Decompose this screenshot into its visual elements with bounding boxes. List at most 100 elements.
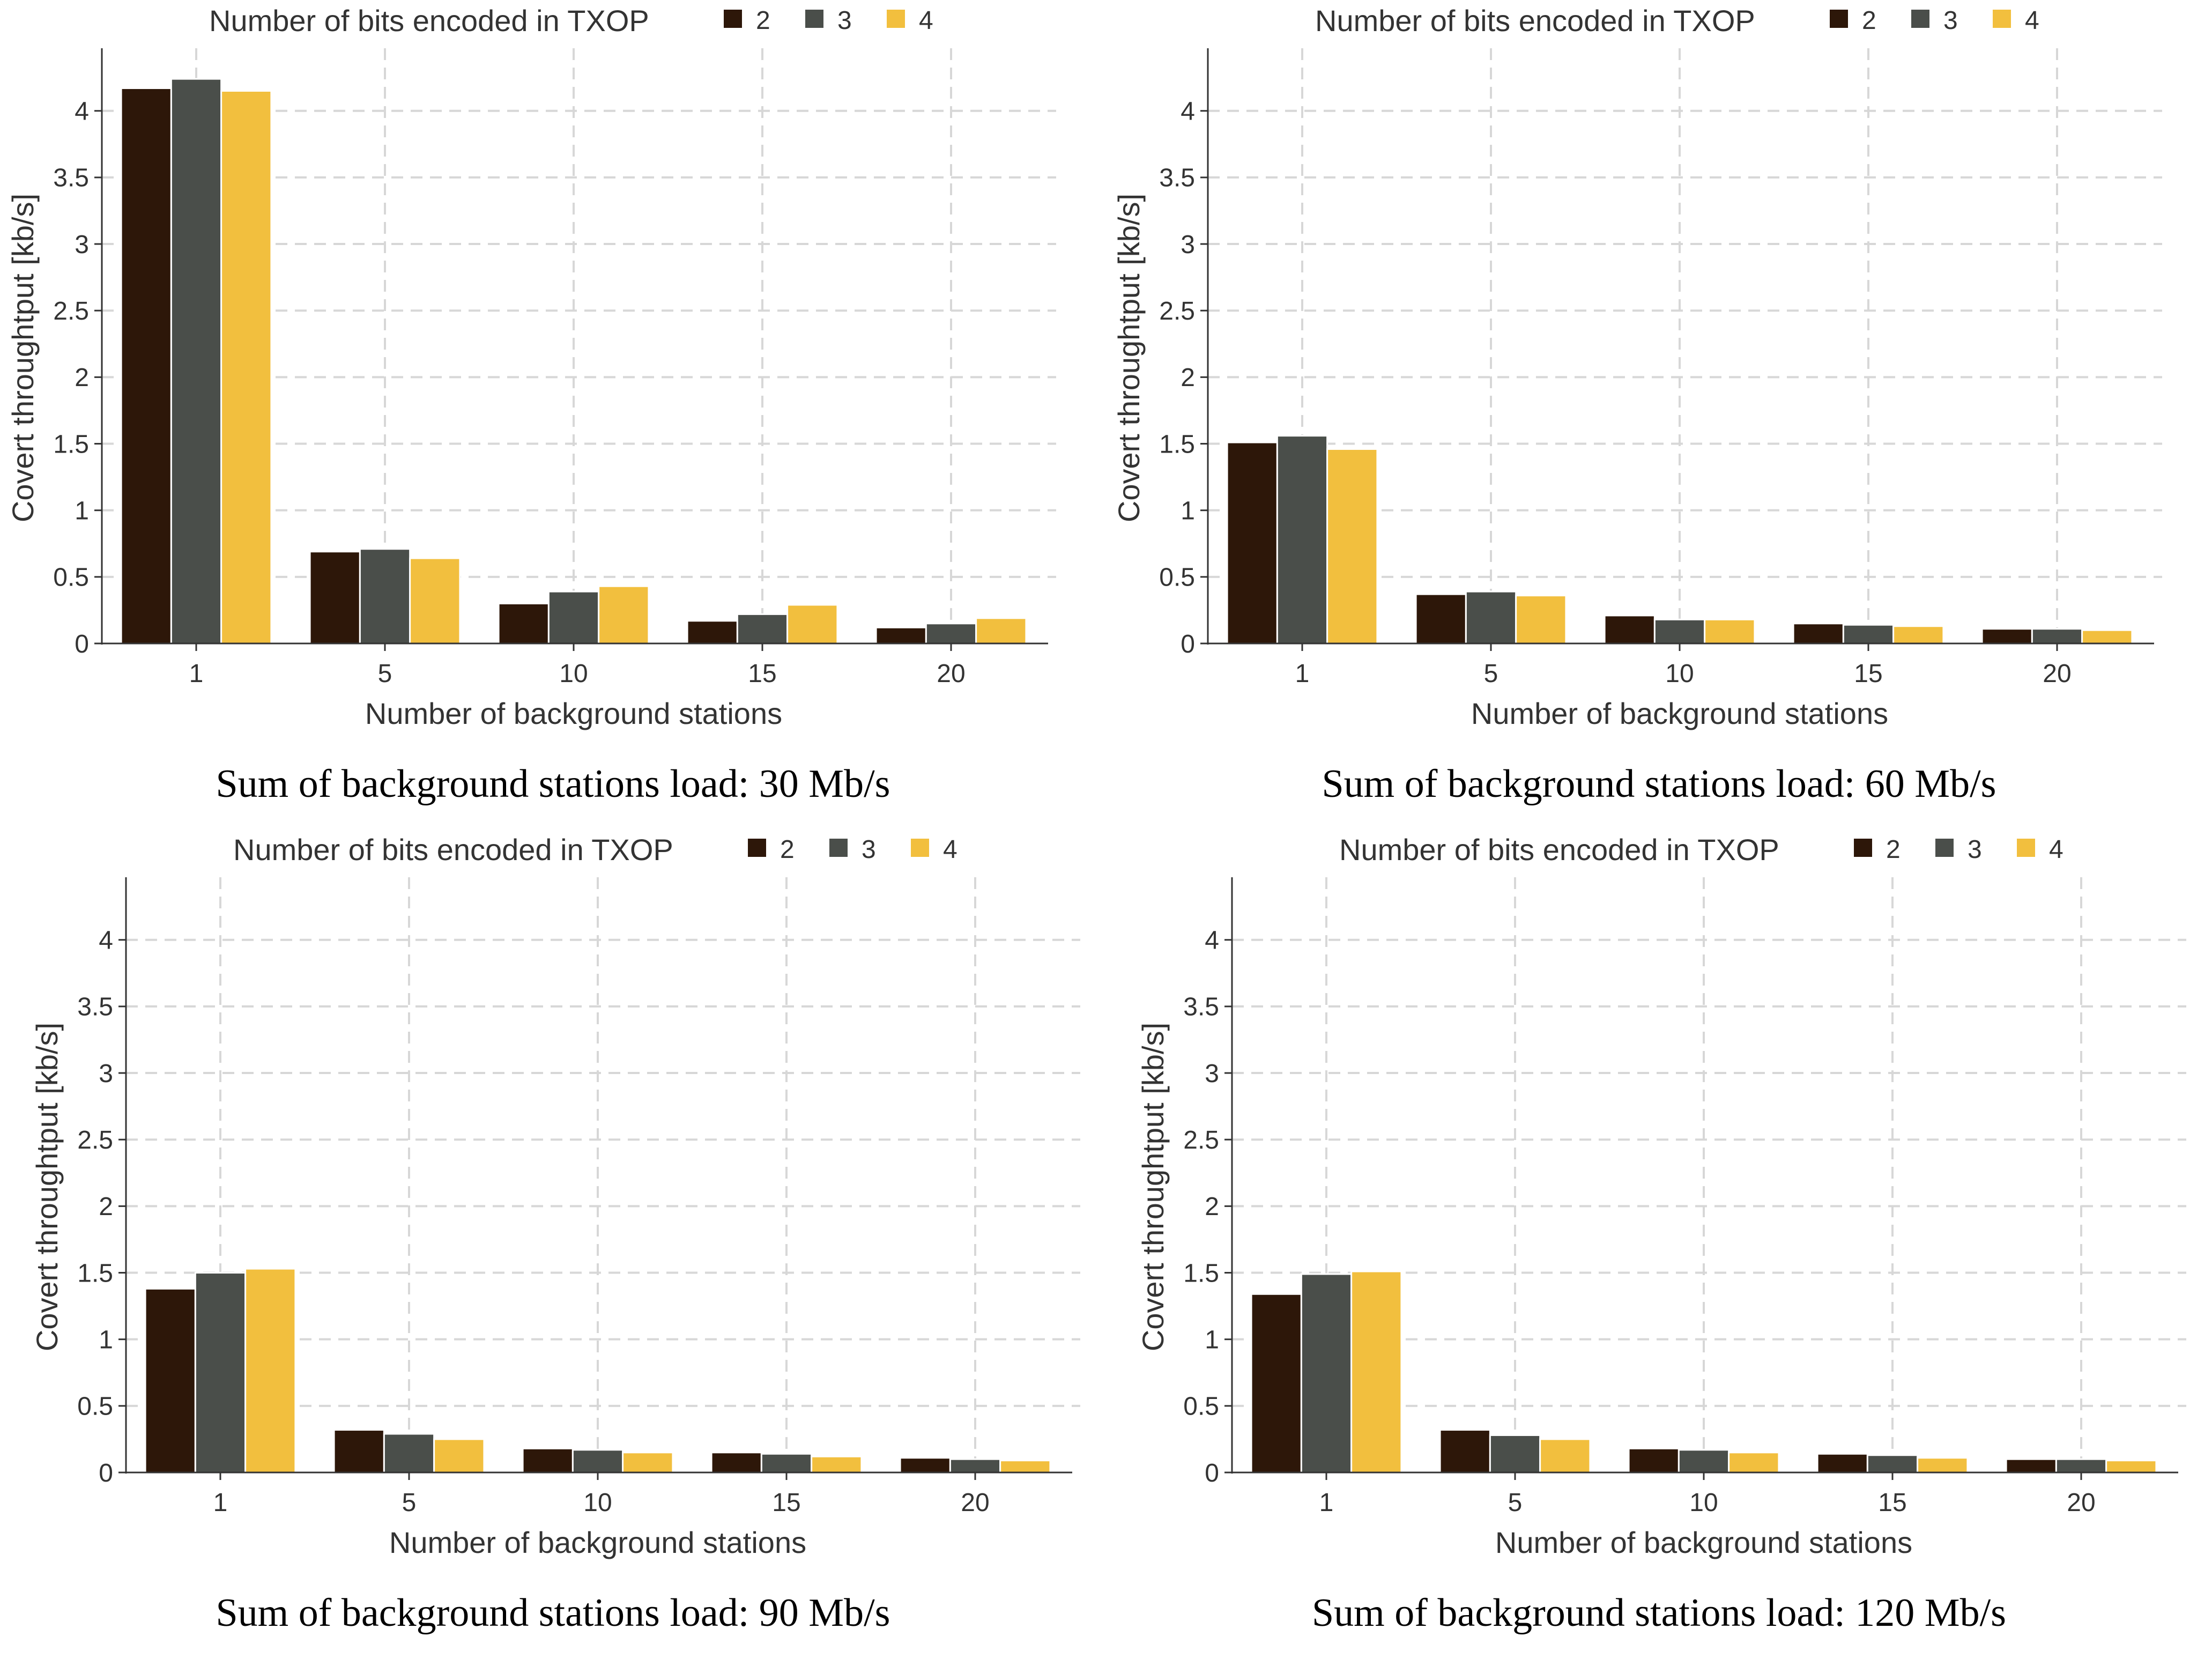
legend-swatch-3 bbox=[1911, 10, 1929, 28]
bar-series-3-cat-10 bbox=[1677, 1449, 1730, 1474]
legend-swatch-3 bbox=[1935, 839, 1954, 857]
legend-label-4: 4 bbox=[2049, 835, 2063, 864]
x-axis-label: Number of background stations bbox=[1471, 697, 1888, 730]
y-tick-label: 0 bbox=[75, 630, 89, 658]
bar-series-2-cat-1 bbox=[120, 87, 172, 645]
legend-swatch-2 bbox=[748, 839, 766, 857]
bar-series-4-cat-5 bbox=[1539, 1438, 1591, 1474]
legend-swatch-3 bbox=[805, 10, 823, 28]
bar-series-3-cat-5 bbox=[1465, 590, 1517, 645]
x-tick-label: 5 bbox=[1508, 1489, 1523, 1517]
bar-series-3-cat-15 bbox=[736, 613, 789, 645]
y-tick-label: 1.5 bbox=[1159, 430, 1195, 458]
y-tick-label: 1 bbox=[75, 497, 89, 525]
bar-series-3-cat-15 bbox=[1842, 624, 1895, 645]
x-tick-label: 5 bbox=[378, 660, 392, 688]
y-tick-label: 2.5 bbox=[1183, 1126, 1219, 1154]
chart-caption: Sum of background stations load: 30 Mb/s bbox=[216, 762, 890, 806]
bar-series-2-cat-20 bbox=[1981, 628, 2033, 645]
legend-label-3: 3 bbox=[1968, 835, 1982, 864]
bar-series-3-cat-20 bbox=[925, 623, 977, 645]
legend-swatch-2 bbox=[1830, 10, 1848, 28]
legend-swatch-4 bbox=[1993, 10, 2011, 28]
y-tick-label: 2 bbox=[1181, 364, 1195, 392]
bar-series-3-cat-20 bbox=[2055, 1458, 2107, 1474]
x-tick-label: 10 bbox=[1689, 1489, 1718, 1517]
y-tick-label: 3.5 bbox=[77, 993, 113, 1022]
bar-series-4-cat-1 bbox=[1350, 1270, 1402, 1474]
y-axis-label: Covert throughtput [kb/s] bbox=[6, 194, 40, 522]
y-tick-label: 1.5 bbox=[53, 430, 89, 458]
x-tick-label: 20 bbox=[937, 660, 965, 688]
y-tick-label: 3.5 bbox=[53, 164, 89, 193]
legend: Number of bits encoded in TXOP 2 3 4 bbox=[209, 4, 933, 38]
x-tick-label: 20 bbox=[2067, 1489, 2095, 1517]
chart-caption: Sum of background stations load: 90 Mb/s bbox=[216, 1591, 890, 1635]
bar-series-2-cat-5 bbox=[1439, 1429, 1491, 1474]
bar-series-4-cat-15 bbox=[811, 1455, 863, 1474]
bar-series-2-cat-1 bbox=[1250, 1293, 1302, 1474]
bar-series-4-cat-5 bbox=[433, 1438, 485, 1474]
chart-caption: Sum of background stations load: 120 Mb/… bbox=[1312, 1591, 2006, 1635]
chart-panel-120mbps: 0 0.5 1 1.5 2 2.5 3 3.5 4 1 5 10 15 20 Number of backg… bbox=[1106, 829, 2212, 1658]
bars bbox=[1226, 435, 2133, 645]
x-axis-label: Number of background stations bbox=[1495, 1526, 1912, 1559]
y-tick-label: 0.5 bbox=[53, 564, 89, 592]
y-tick-label: 0 bbox=[1205, 1459, 1219, 1487]
bar-series-3-cat-15 bbox=[1866, 1454, 1919, 1474]
x-tick-label: 1 bbox=[189, 660, 204, 688]
legend-title: Number of bits encoded in TXOP bbox=[209, 4, 649, 38]
chart-caption: Sum of background stations load: 60 Mb/s bbox=[1322, 762, 1996, 806]
y-axis-label: Covert throughtput [kb/s] bbox=[1112, 194, 1146, 522]
y-tick-label: 2.5 bbox=[53, 297, 89, 325]
bar-series-4-cat-15 bbox=[1892, 625, 1944, 645]
bar-series-4-cat-15 bbox=[1917, 1457, 1969, 1474]
y-axis-label: Covert throughtput [kb/s] bbox=[1136, 1023, 1170, 1351]
x-tick-label: 15 bbox=[772, 1489, 800, 1517]
y-tick-label: 0 bbox=[1181, 630, 1195, 658]
bar-series-2-cat-10 bbox=[498, 603, 550, 645]
y-tick-label: 3 bbox=[75, 231, 89, 259]
bar-series-3-cat-1 bbox=[170, 78, 222, 645]
legend: Number of bits encoded in TXOP 2 3 4 bbox=[1315, 4, 2039, 38]
x-tick-label: 5 bbox=[402, 1489, 417, 1517]
x-tick-label: 5 bbox=[1484, 660, 1498, 688]
bar-series-2-cat-10 bbox=[1604, 615, 1656, 645]
x-tick-label: 15 bbox=[1854, 660, 1882, 688]
bar-series-2-cat-15 bbox=[1816, 1453, 1868, 1474]
bar-series-3-cat-1 bbox=[1276, 435, 1328, 645]
bar-series-4-cat-20 bbox=[975, 617, 1027, 645]
y-tick-label: 2 bbox=[99, 1193, 113, 1221]
bar-series-4-cat-10 bbox=[1728, 1452, 1780, 1474]
y-tick-label: 3 bbox=[1205, 1060, 1219, 1088]
legend-swatch-4 bbox=[2017, 839, 2035, 857]
bar-series-3-cat-10 bbox=[547, 590, 600, 645]
y-tick-label: 2.5 bbox=[1159, 297, 1195, 325]
y-axis-label: Covert throughtput [kb/s] bbox=[30, 1023, 64, 1351]
bar-series-2-cat-15 bbox=[1792, 623, 1844, 645]
bar-series-2-cat-5 bbox=[309, 551, 361, 645]
legend-swatch-4 bbox=[887, 10, 905, 28]
chart-panel-60mbps: 0 0.5 1 1.5 2 2.5 3 3.5 4 1 5 10 15 20 Number of backg… bbox=[1106, 0, 2212, 829]
bar-series-4-cat-10 bbox=[622, 1452, 674, 1474]
y-tick-label: 2 bbox=[75, 364, 89, 392]
legend: Number of bits encoded in TXOP 2 3 4 bbox=[1339, 833, 2063, 867]
bar-series-4-cat-10 bbox=[1704, 618, 1756, 645]
y-tick-label: 3.5 bbox=[1183, 993, 1219, 1022]
bar-series-4-cat-10 bbox=[598, 585, 650, 645]
x-tick-label: 1 bbox=[1295, 660, 1310, 688]
x-axis-label: Number of background stations bbox=[389, 1526, 806, 1559]
bar-series-4-cat-5 bbox=[1515, 595, 1567, 645]
x-tick-label: 15 bbox=[1878, 1489, 1906, 1517]
legend-swatch-3 bbox=[829, 839, 848, 857]
y-tick-label: 1.5 bbox=[77, 1259, 113, 1287]
bar-series-4-cat-1 bbox=[220, 90, 272, 645]
bar-series-3-cat-20 bbox=[949, 1458, 1001, 1474]
legend-label-3: 3 bbox=[1943, 6, 1958, 35]
bar-series-3-cat-5 bbox=[1489, 1434, 1541, 1474]
x-tick-label: 1 bbox=[1319, 1489, 1334, 1517]
bar-series-4-cat-5 bbox=[409, 557, 461, 645]
y-tick-label: 3.5 bbox=[1159, 164, 1195, 193]
